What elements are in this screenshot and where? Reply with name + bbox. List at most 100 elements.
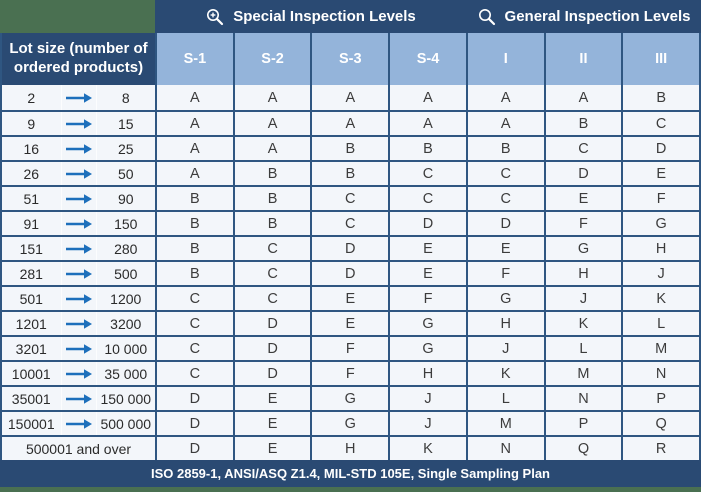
code-letter-cell: C [388,162,466,185]
right-arrow-icon [60,137,97,160]
standards-footer: ISO 2859-1, ANSI/ASQ Z1.4, MIL-STD 105E,… [0,460,701,487]
code-letter-cell: N [543,387,622,410]
code-letter-cell: B [155,212,233,235]
code-letter-cell: A [155,137,233,160]
table-row: 281 500 B C D E F H J [2,260,699,285]
code-letter-cell: B [388,137,466,160]
lot-from-value: 35001 [11,390,51,407]
right-arrow-icon [60,262,97,285]
lot-from-value: 2 [27,89,36,106]
lot-from-value: 9 [27,115,36,132]
code-letter-cell: P [621,387,699,410]
code-letter-cell: B [155,187,233,210]
code-letter-cell: E [232,387,311,410]
column-header-s3: S-3 [310,33,389,85]
lot-size-range-cell: 3201 10 000 [2,337,155,360]
lot-size-range-cell: 10001 35 000 [2,362,155,385]
lot-to-value: 25 [117,140,134,157]
code-letter-cell: J [388,387,466,410]
code-letter-cell: D [465,212,544,235]
code-letter-cell: H [465,312,544,335]
code-letter-cell: A [155,162,233,185]
code-letter-cell: G [543,237,622,260]
code-letter-cell: L [543,337,622,360]
code-letter-cell: D [155,437,233,460]
code-letter-cell: H [543,262,622,285]
code-letter-cell: A [155,85,233,110]
table-body: Lot size (number of ordered products) S-… [0,33,701,460]
code-letter-cell: B [621,85,699,110]
code-letter-cell: E [232,437,311,460]
lot-size-range-cell: 501 1200 [2,287,155,310]
group-header-bar: Special Inspection Levels General Inspec… [0,0,701,33]
code-letter-cell: B [543,112,622,135]
code-letter-cell: A [155,112,233,135]
column-header-s1: S-1 [155,33,233,85]
code-letter-cell: F [465,262,544,285]
lot-size-range-cell: 1201 3200 [2,312,155,335]
column-header-i: I [465,33,544,85]
code-letter-cell: C [232,237,311,260]
code-letter-cell: C [465,187,544,210]
code-letter-cell: L [465,387,544,410]
right-arrow-icon [60,212,97,235]
lot-from-value: 501 [19,290,43,307]
code-letter-cell: E [310,287,388,310]
table-row: 150001 500 000 D E G J M P Q [2,410,699,435]
code-letter-cell: G [465,287,544,310]
lot-from-value: 51 [23,190,40,207]
column-header-iii: III [621,33,700,85]
lot-size-range-cell: 150001 500 000 [2,412,155,435]
code-letter-cell: P [543,412,622,435]
table-row: 10001 35 000 C D F H K M N [2,360,699,385]
code-letter-cell: B [155,262,233,285]
code-letter-cell: D [155,412,233,435]
code-letter-cell: G [310,412,388,435]
right-arrow-icon [60,312,97,335]
code-letter-cell: A [232,112,311,135]
table-row: 16 25 A A B B B C D [2,135,699,160]
table-row: 151 280 B C D E E G H [2,235,699,260]
lot-size-range-cell: 26 50 [2,162,155,185]
lot-to-value: 8 [121,89,130,106]
code-letter-cell: E [621,162,699,185]
code-letter-cell: C [388,187,466,210]
lot-from-value: 281 [19,265,43,282]
right-arrow-icon [60,287,97,310]
lot-to-value: 150 [114,215,138,232]
code-letter-cell: B [310,162,388,185]
code-letter-cell: D [310,262,388,285]
right-arrow-icon [60,237,97,260]
code-letter-cell: C [310,212,388,235]
lot-from-value: 500001 and over [25,440,132,457]
lot-size-range-cell: 9 15 [2,112,155,135]
table-row: 3201 10 000 C D F G J L M [2,335,699,360]
lot-from-value: 91 [23,215,40,232]
code-letter-cell: C [155,312,233,335]
code-letter-cell: C [310,187,388,210]
code-letter-cell: B [232,187,311,210]
column-header-row: Lot size (number of ordered products) S-… [2,33,700,85]
lot-from-value: 10001 [11,365,51,382]
code-letter-cell: L [621,312,699,335]
code-letter-cell: K [621,287,699,310]
code-letter-cell: A [543,85,622,110]
code-letter-cell: A [388,112,466,135]
code-letter-cell: J [465,337,544,360]
code-letter-cell: F [621,187,699,210]
code-letter-cell: G [388,337,466,360]
code-letter-cell: E [388,237,466,260]
code-letter-cell: G [388,312,466,335]
code-letter-cell: E [543,187,622,210]
table-row: 26 50 A B B C C D E [2,160,699,185]
right-arrow-icon [60,337,97,360]
code-letter-cell: C [155,287,233,310]
lot-size-range-cell: 500001 and over [2,437,155,460]
table-corner [0,0,155,33]
right-arrow-icon [60,187,97,210]
code-letter-cell: A [465,112,544,135]
code-letter-cell: M [465,412,544,435]
code-letter-cell: F [543,212,622,235]
column-header-s4: S-4 [388,33,466,85]
lot-to-value: 500 [114,265,138,282]
